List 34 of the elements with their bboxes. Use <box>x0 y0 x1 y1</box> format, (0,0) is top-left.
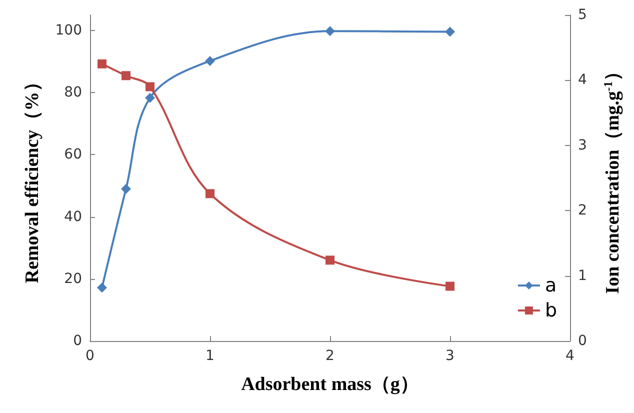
y-axis-title: Removal efficiency（%） <box>22 72 43 284</box>
point <box>97 282 107 293</box>
y2-tick-label: 0 <box>578 333 587 349</box>
point <box>326 256 334 265</box>
x-tick-label: 3 <box>446 348 454 364</box>
y2-tick-label: 3 <box>578 137 587 154</box>
legend-label: b <box>544 300 557 322</box>
point <box>446 282 454 291</box>
x-axis-title: Adsorbent mass（g） <box>241 374 419 395</box>
y2-tick-label: 2 <box>578 202 587 219</box>
x-tick-label: 0 <box>86 348 94 364</box>
y-tick-label: 40 <box>64 208 82 225</box>
y2-tick-label: 1 <box>578 268 587 284</box>
x-tick-label: 2 <box>326 348 334 364</box>
point <box>98 59 106 68</box>
legend-label: a <box>544 274 557 296</box>
x-tick-label: 1 <box>206 348 214 364</box>
y-tick-label: 0 <box>73 333 82 349</box>
point <box>145 92 155 103</box>
y2-tick-label: 5 <box>578 7 587 23</box>
point <box>325 26 335 36</box>
point <box>121 184 131 194</box>
x-tick-label: 4 <box>566 348 575 364</box>
y2-axis-title: Ion concentration（mg.g-1） <box>601 62 624 294</box>
point <box>445 26 455 37</box>
y-tick-label: 60 <box>64 146 82 163</box>
y-tick-label: 80 <box>64 84 82 101</box>
point <box>146 82 154 92</box>
point <box>206 189 214 198</box>
y-tick-label: 100 <box>55 22 82 39</box>
y-tick-label: 20 <box>64 270 82 287</box>
point <box>205 56 215 66</box>
point <box>122 71 130 80</box>
y2-tick-label: 4 <box>578 72 587 88</box>
